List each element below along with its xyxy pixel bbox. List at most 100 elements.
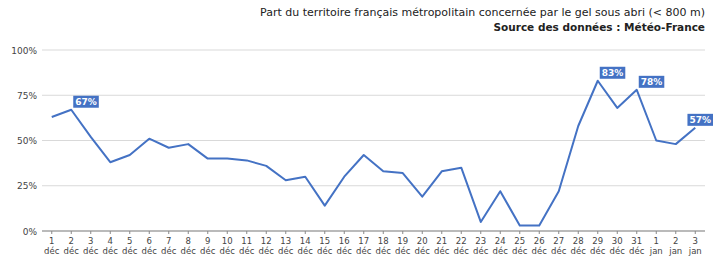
- x-axis-line: [42, 231, 705, 232]
- y-axis: 0%25%50%75%100%: [11, 46, 705, 237]
- x-tick-label-line: déc: [122, 246, 138, 256]
- grid-line: [42, 185, 705, 186]
- x-tick-label: 20déc: [415, 236, 431, 256]
- x-tick-label-line: déc: [590, 246, 606, 256]
- x-tick-label-line: 9: [205, 236, 210, 246]
- y-tick-label: 0%: [23, 227, 38, 237]
- x-tick-label-line: 21: [436, 236, 447, 246]
- x-tick-label-line: 15: [319, 236, 330, 246]
- x-tick: [71, 231, 72, 234]
- annotation: 67%: [73, 96, 99, 108]
- x-tick-label-line: déc: [259, 246, 275, 256]
- x-tick-label-line: 24: [495, 236, 506, 246]
- x-tick: [246, 231, 247, 234]
- x-tick-label-line: 2: [69, 236, 74, 246]
- x-tick-label: 16déc: [337, 236, 353, 256]
- x-tick-label: 5déc: [122, 236, 138, 256]
- x-tick: [675, 231, 676, 234]
- x-tick-label: 2déc: [64, 236, 80, 256]
- y-tick-label: 75%: [17, 91, 37, 101]
- grid-line: [42, 231, 705, 232]
- x-tick: [519, 231, 520, 234]
- x-tick: [539, 231, 540, 234]
- x-tick-label-line: déc: [83, 246, 99, 256]
- x-tick: [227, 231, 228, 234]
- x-tick-label-line: 27: [553, 236, 564, 246]
- subtitle: Source des données : Météo-France: [493, 21, 705, 33]
- x-tick-label-line: déc: [493, 246, 509, 256]
- x-tick-label-line: déc: [395, 246, 411, 256]
- x-tick-label-line: déc: [571, 246, 587, 256]
- x-tick-label-line: 26: [534, 236, 545, 246]
- x-tick: [383, 231, 384, 234]
- x-tick-label: 3jan: [688, 236, 702, 256]
- x-tick: [597, 231, 598, 234]
- x-tick-label: 26déc: [532, 236, 548, 256]
- x-tick: [285, 231, 286, 234]
- x-tick-label-line: 10: [222, 236, 233, 246]
- x-tick: [402, 231, 403, 234]
- x-tick-label-line: 1: [654, 236, 659, 246]
- x-tick-label-line: 11: [241, 236, 252, 246]
- annotation: 83%: [600, 67, 626, 79]
- x-tick-label-line: déc: [239, 246, 255, 256]
- x-tick: [305, 231, 306, 234]
- chart: Part du territoire français métropolitai…: [0, 0, 715, 275]
- x-tick-label-line: 17: [358, 236, 369, 246]
- x-tick: [129, 231, 130, 234]
- x-tick-label-line: jan: [668, 246, 682, 256]
- x-axis: 1déc2déc3déc4déc5déc6déc7déc8déc9déc10dé…: [42, 231, 705, 256]
- x-tick-label: 31déc: [629, 236, 645, 256]
- x-tick-label: 30déc: [610, 236, 626, 256]
- chart-container: Part du territoire français métropolitai…: [0, 0, 715, 275]
- x-tick-label-line: déc: [44, 246, 60, 256]
- grid-line: [42, 140, 705, 141]
- annotation-label: 67%: [75, 97, 97, 107]
- x-tick-label-line: 2: [673, 236, 678, 246]
- x-tick-label: 13déc: [278, 236, 294, 256]
- x-tick-label-line: 20: [417, 236, 428, 246]
- x-tick-label-line: 3: [693, 236, 698, 246]
- annotation: 78%: [639, 76, 665, 88]
- x-tick-label-line: déc: [376, 246, 392, 256]
- line: [52, 81, 696, 226]
- x-tick-label: 21déc: [434, 236, 450, 256]
- x-tick: [636, 231, 637, 234]
- x-tick-label-line: 16: [339, 236, 350, 246]
- x-tick-label-line: 3: [88, 236, 93, 246]
- x-tick-label-line: 6: [147, 236, 152, 246]
- x-tick-label: 8déc: [181, 236, 197, 256]
- x-tick: [51, 231, 52, 234]
- grid-line: [42, 95, 705, 96]
- annotation-box: [639, 76, 665, 88]
- plot-area: [52, 81, 696, 226]
- x-tick-label: 23déc: [473, 236, 489, 256]
- x-tick-label-line: 18: [378, 236, 389, 246]
- x-tick-label-line: déc: [415, 246, 431, 256]
- x-tick-label-line: déc: [278, 246, 294, 256]
- x-tick-label-line: déc: [317, 246, 333, 256]
- x-tick: [480, 231, 481, 234]
- x-tick-label-line: 13: [280, 236, 291, 246]
- x-tick-label-line: déc: [610, 246, 626, 256]
- x-tick-label: 17déc: [356, 236, 372, 256]
- x-tick-label-line: 4: [108, 236, 113, 246]
- x-tick: [578, 231, 579, 234]
- x-tick: [363, 231, 364, 234]
- x-tick-label: 11déc: [239, 236, 255, 256]
- x-tick-label: 2jan: [668, 236, 682, 256]
- x-tick: [149, 231, 150, 234]
- x-tick: [266, 231, 267, 234]
- x-tick-label-line: déc: [532, 246, 548, 256]
- x-tick-label-line: déc: [142, 246, 158, 256]
- x-tick-label: 9déc: [200, 236, 216, 256]
- x-tick-label-line: déc: [337, 246, 353, 256]
- x-tick-label-line: déc: [220, 246, 236, 256]
- x-tick-label: 1déc: [44, 236, 60, 256]
- x-tick: [90, 231, 91, 234]
- x-tick-label-line: 25: [514, 236, 525, 246]
- annotation-label: 78%: [641, 77, 663, 87]
- annotation: 57%: [687, 114, 713, 126]
- x-tick-label-line: déc: [629, 246, 645, 256]
- x-tick-label-line: 19: [397, 236, 408, 246]
